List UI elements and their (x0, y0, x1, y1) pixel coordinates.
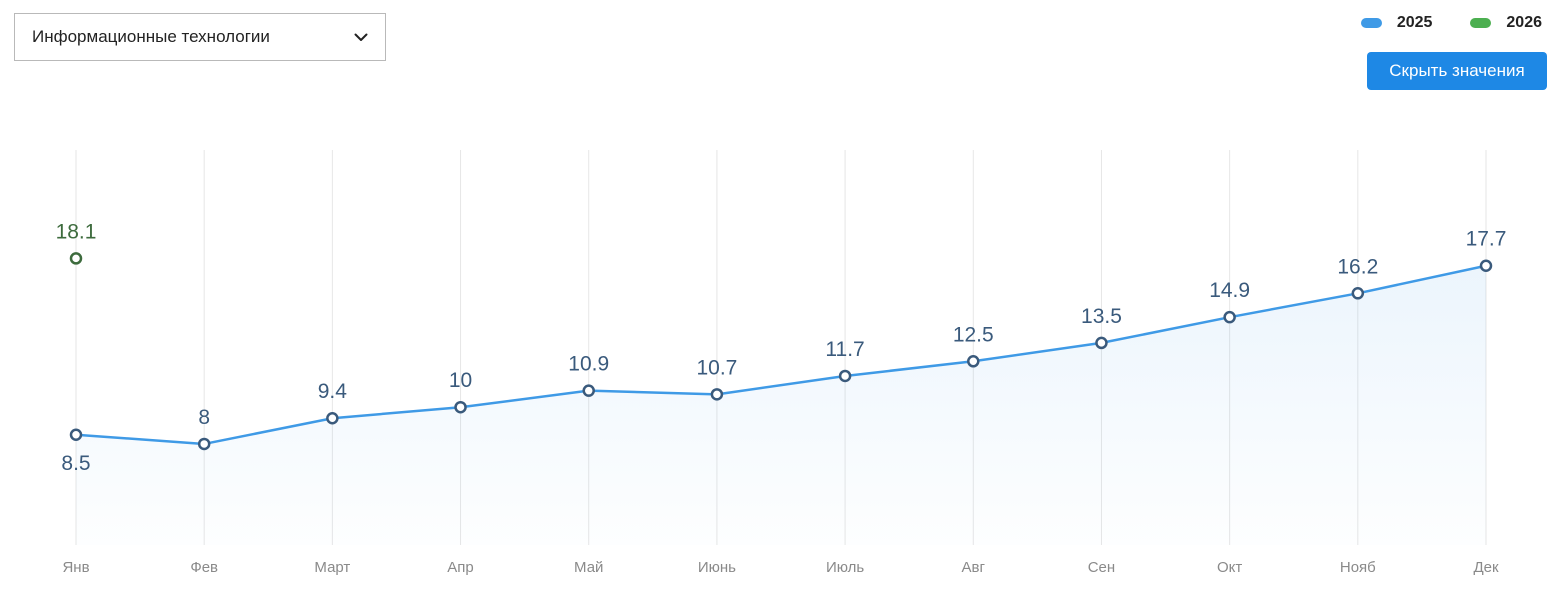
series-2025-data-label: 12.5 (953, 323, 994, 346)
x-tick-label: Дек (1473, 559, 1499, 576)
series-2025-point (838, 369, 852, 383)
x-tick-label: Июль (826, 559, 864, 576)
x-tick-label: Янв (62, 559, 89, 576)
series-2025-data-label: 9.4 (318, 380, 348, 403)
series-2025-data-label: 13.5 (1081, 305, 1122, 328)
series-2026-point (69, 252, 83, 265)
x-tick-label: Нояб (1340, 559, 1376, 576)
series-2025-data-label: 16.2 (1337, 255, 1378, 278)
series-2025-data-label: 10 (449, 369, 472, 392)
series-2025-point (454, 400, 467, 414)
series-2025-data-label: 14.9 (1209, 279, 1250, 302)
legend-item-2025[interactable]: 2025 (1360, 14, 1433, 32)
series-2025-point (582, 384, 595, 397)
legend-item-2026[interactable]: 2026 (1470, 14, 1542, 32)
series-2025-area (76, 265, 1486, 545)
x-tick-label: Окт (1217, 559, 1242, 576)
series-2025-point (710, 388, 724, 401)
series-2025-point (1479, 259, 1493, 272)
x-tick-label: Май (574, 559, 603, 576)
legend-swatch-2026 (1470, 18, 1492, 28)
hide-values-button[interactable]: Скрыть значения (1367, 52, 1547, 90)
series-2025-data-label: 11.7 (825, 338, 864, 361)
x-tick-label: Фев (190, 559, 218, 576)
x-tick-label: Сен (1088, 559, 1115, 576)
legend-swatch-2025 (1360, 18, 1382, 28)
series-2025-data-label: 10.7 (696, 356, 737, 379)
chart-legend: 2025 2026 (1360, 14, 1542, 32)
chevron-down-icon (353, 29, 369, 45)
x-tick-label: Авг (962, 559, 986, 576)
industry-select-value: Информационные технологии (32, 27, 270, 46)
series-2025-point (1223, 310, 1236, 324)
legend-label-2025: 2025 (1396, 14, 1433, 31)
industry-select[interactable]: Информационные технологии (14, 13, 386, 61)
series-2025-data-label: 8.5 (61, 452, 90, 475)
x-tick-label: Март (314, 559, 350, 576)
series-2025-point (69, 428, 83, 442)
series-2025-data-label: 17.7 (1466, 228, 1507, 251)
series-2025-line (75, 264, 1487, 446)
series-2025-data-label: 10.9 (568, 353, 609, 376)
series-2025-data-label: 8 (198, 406, 210, 429)
series-2025-point (197, 437, 211, 451)
x-tick-label: Апр (447, 559, 473, 576)
x-tick-label: Июнь (698, 559, 736, 576)
series-2025-point (967, 355, 980, 368)
legend-label-2026: 2026 (1506, 14, 1542, 31)
series-2026-data-label: 18.1 (56, 220, 97, 243)
series-2025-point (1095, 336, 1108, 350)
series-2025-point (326, 411, 339, 425)
series-2025-point (1351, 287, 1365, 300)
